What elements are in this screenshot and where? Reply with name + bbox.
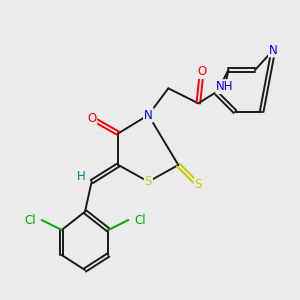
- Text: O: O: [87, 112, 96, 125]
- Text: S: S: [195, 178, 202, 191]
- Text: N: N: [269, 44, 278, 56]
- Text: S: S: [145, 175, 152, 188]
- Text: NH: NH: [216, 80, 234, 93]
- Text: Cl: Cl: [24, 214, 36, 226]
- Text: Cl: Cl: [134, 214, 146, 226]
- Text: O: O: [197, 65, 206, 78]
- Text: N: N: [144, 109, 153, 122]
- Text: H: H: [77, 170, 86, 183]
